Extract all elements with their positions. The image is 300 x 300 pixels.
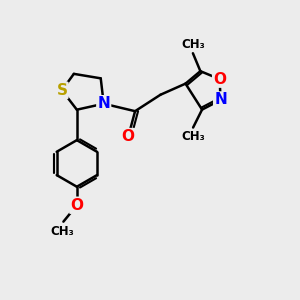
Text: CH₃: CH₃: [181, 38, 205, 51]
Text: CH₃: CH₃: [181, 130, 205, 143]
Text: N: N: [97, 96, 110, 111]
Text: O: O: [121, 129, 134, 144]
Text: CH₃: CH₃: [50, 225, 74, 238]
Text: S: S: [56, 83, 68, 98]
Text: O: O: [70, 198, 83, 213]
Text: O: O: [213, 72, 226, 87]
Text: N: N: [214, 92, 227, 107]
